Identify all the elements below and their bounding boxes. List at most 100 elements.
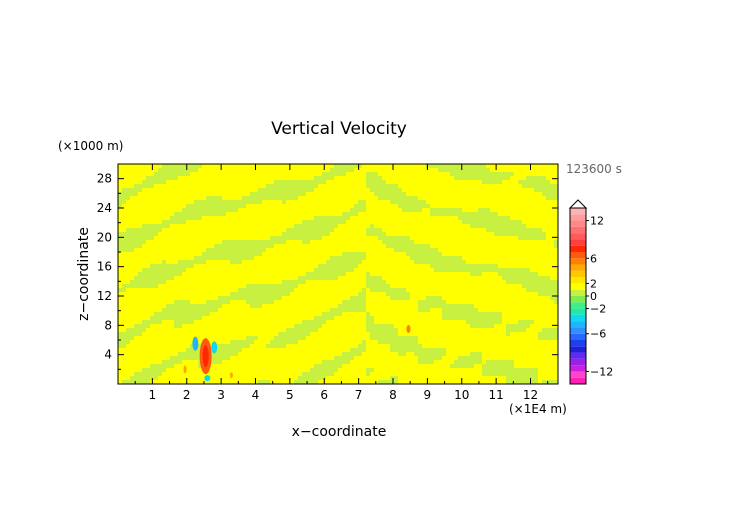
field-cell — [310, 376, 314, 380]
field-cell — [462, 268, 466, 272]
field-cell — [474, 316, 478, 320]
colorbar-tick-label: 2 — [590, 277, 597, 290]
field-cell — [262, 240, 266, 244]
field-cell — [170, 276, 174, 280]
field-cell — [414, 244, 418, 248]
field-cell — [170, 356, 174, 360]
field-cell — [174, 304, 178, 308]
field-cell — [398, 292, 402, 296]
field-cell — [330, 264, 334, 268]
field-cell — [418, 356, 422, 360]
field-cell — [134, 184, 138, 188]
field-cell — [170, 272, 174, 276]
y-unit-label: (×1000 m) — [58, 139, 123, 153]
field-cell — [378, 288, 382, 292]
field-cell — [290, 184, 294, 188]
field-cell — [258, 300, 262, 304]
field-cell — [342, 168, 346, 172]
field-cell — [246, 200, 250, 204]
field-cell — [490, 220, 494, 224]
field-cell — [278, 240, 282, 244]
field-cell — [134, 276, 138, 280]
field-cell — [482, 312, 486, 316]
field-cell — [410, 196, 414, 200]
field-cell — [134, 232, 138, 236]
field-cell — [186, 172, 190, 176]
field-cell — [314, 220, 318, 224]
field-cell — [294, 328, 298, 332]
field-cell — [462, 312, 466, 316]
x-tick-label: 4 — [252, 388, 260, 402]
field-cell — [298, 224, 302, 228]
field-cell — [538, 280, 542, 284]
field-cell — [130, 336, 134, 340]
field-cell — [186, 308, 190, 312]
field-cell — [494, 172, 498, 176]
field-cell — [338, 360, 342, 364]
field-cell — [358, 292, 362, 296]
field-cell — [458, 260, 462, 264]
field-cell — [370, 316, 374, 320]
field-cell — [398, 348, 402, 352]
field-cell — [230, 208, 234, 212]
field-cell — [314, 180, 318, 184]
field-cell — [150, 224, 154, 228]
colorbar-swatch — [570, 333, 586, 340]
field-cell — [430, 260, 434, 264]
field-cell — [454, 176, 458, 180]
field-cell — [278, 288, 282, 292]
field-cell — [506, 276, 510, 280]
field-cell — [274, 236, 278, 240]
field-cell — [190, 208, 194, 212]
field-cell — [378, 188, 382, 192]
field-cell — [514, 328, 518, 332]
field-cell — [262, 284, 266, 288]
x-axis-label: x−coordinate — [292, 424, 387, 440]
field-cell — [254, 248, 258, 252]
field-cell — [522, 284, 526, 288]
field-cell — [422, 248, 426, 252]
field-cell — [150, 364, 154, 368]
field-cell — [342, 300, 346, 304]
field-cell — [194, 356, 198, 360]
field-cell — [266, 192, 270, 196]
field-cell — [438, 268, 442, 272]
field-cell — [314, 232, 318, 236]
field-cell — [362, 296, 366, 300]
field-cell — [438, 264, 442, 268]
field-cell — [202, 256, 206, 260]
field-cell — [394, 376, 398, 380]
field-cell — [258, 292, 262, 296]
field-cell — [338, 364, 342, 368]
field-cell — [402, 192, 406, 196]
field-cell — [510, 276, 514, 280]
field-cell — [382, 280, 386, 284]
field-cell — [214, 200, 218, 204]
field-cell — [482, 180, 486, 184]
field-cell — [550, 292, 554, 296]
colorbar-swatch — [570, 365, 586, 372]
field-cell — [470, 212, 474, 216]
field-cell — [222, 208, 226, 212]
field-cell — [490, 368, 494, 372]
field-cell — [250, 244, 254, 248]
field-cell — [302, 184, 306, 188]
field-cell — [506, 324, 510, 328]
field-cell — [330, 260, 334, 264]
field-cell — [154, 180, 158, 184]
field-cell — [394, 344, 398, 348]
field-cell — [498, 172, 502, 176]
field-cell — [162, 312, 166, 316]
field-cell — [250, 192, 254, 196]
field-cell — [474, 320, 478, 324]
field-cell — [346, 252, 350, 256]
field-cell — [270, 296, 274, 300]
field-cell — [150, 232, 154, 236]
y-tick-label: 4 — [104, 348, 112, 362]
field-cell — [270, 300, 274, 304]
field-cell — [242, 292, 246, 296]
field-cell — [226, 248, 230, 252]
field-cell — [126, 244, 130, 248]
field-cell — [262, 196, 266, 200]
field-cell — [526, 276, 530, 280]
